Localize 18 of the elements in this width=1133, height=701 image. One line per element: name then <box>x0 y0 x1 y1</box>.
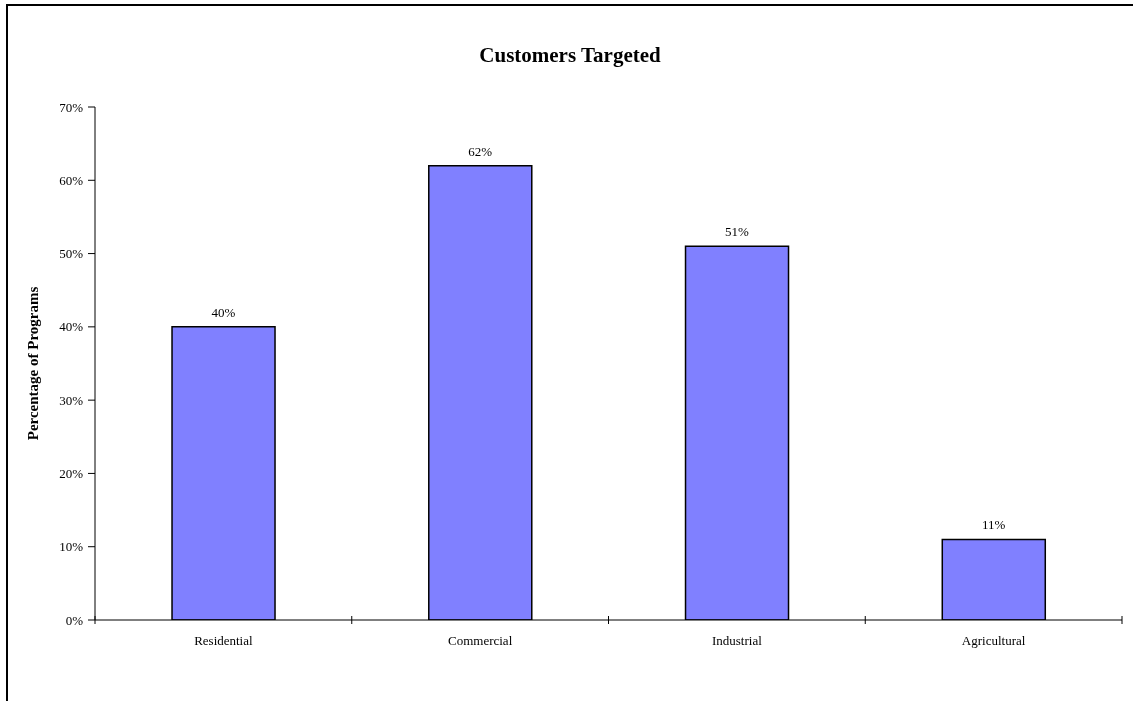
y-tick-label: 20% <box>59 466 84 482</box>
y-axis-title: Percentage of Programs <box>25 286 41 441</box>
y-tick-label: 50% <box>59 246 84 262</box>
x-tick-label: Agricultural <box>961 633 1026 649</box>
x-tick-label: Commercial <box>447 633 513 649</box>
x-tick-label: Industrial <box>711 633 763 649</box>
y-tick-label: 70% <box>59 99 84 115</box>
y-tick-label: 30% <box>59 392 84 408</box>
y-tick-label: 10% <box>59 539 84 555</box>
data-label: 40% <box>211 304 236 320</box>
data-label: 51% <box>725 224 750 240</box>
y-tick-label: 40% <box>59 319 84 335</box>
x-tick-label: Residential <box>194 633 253 649</box>
chart-title: Customers Targeted <box>478 42 662 68</box>
data-label: 62% <box>468 143 493 159</box>
y-tick-label: 0% <box>65 612 84 628</box>
y-tick-label: 60% <box>59 172 84 188</box>
data-label: 11% <box>982 517 1006 533</box>
